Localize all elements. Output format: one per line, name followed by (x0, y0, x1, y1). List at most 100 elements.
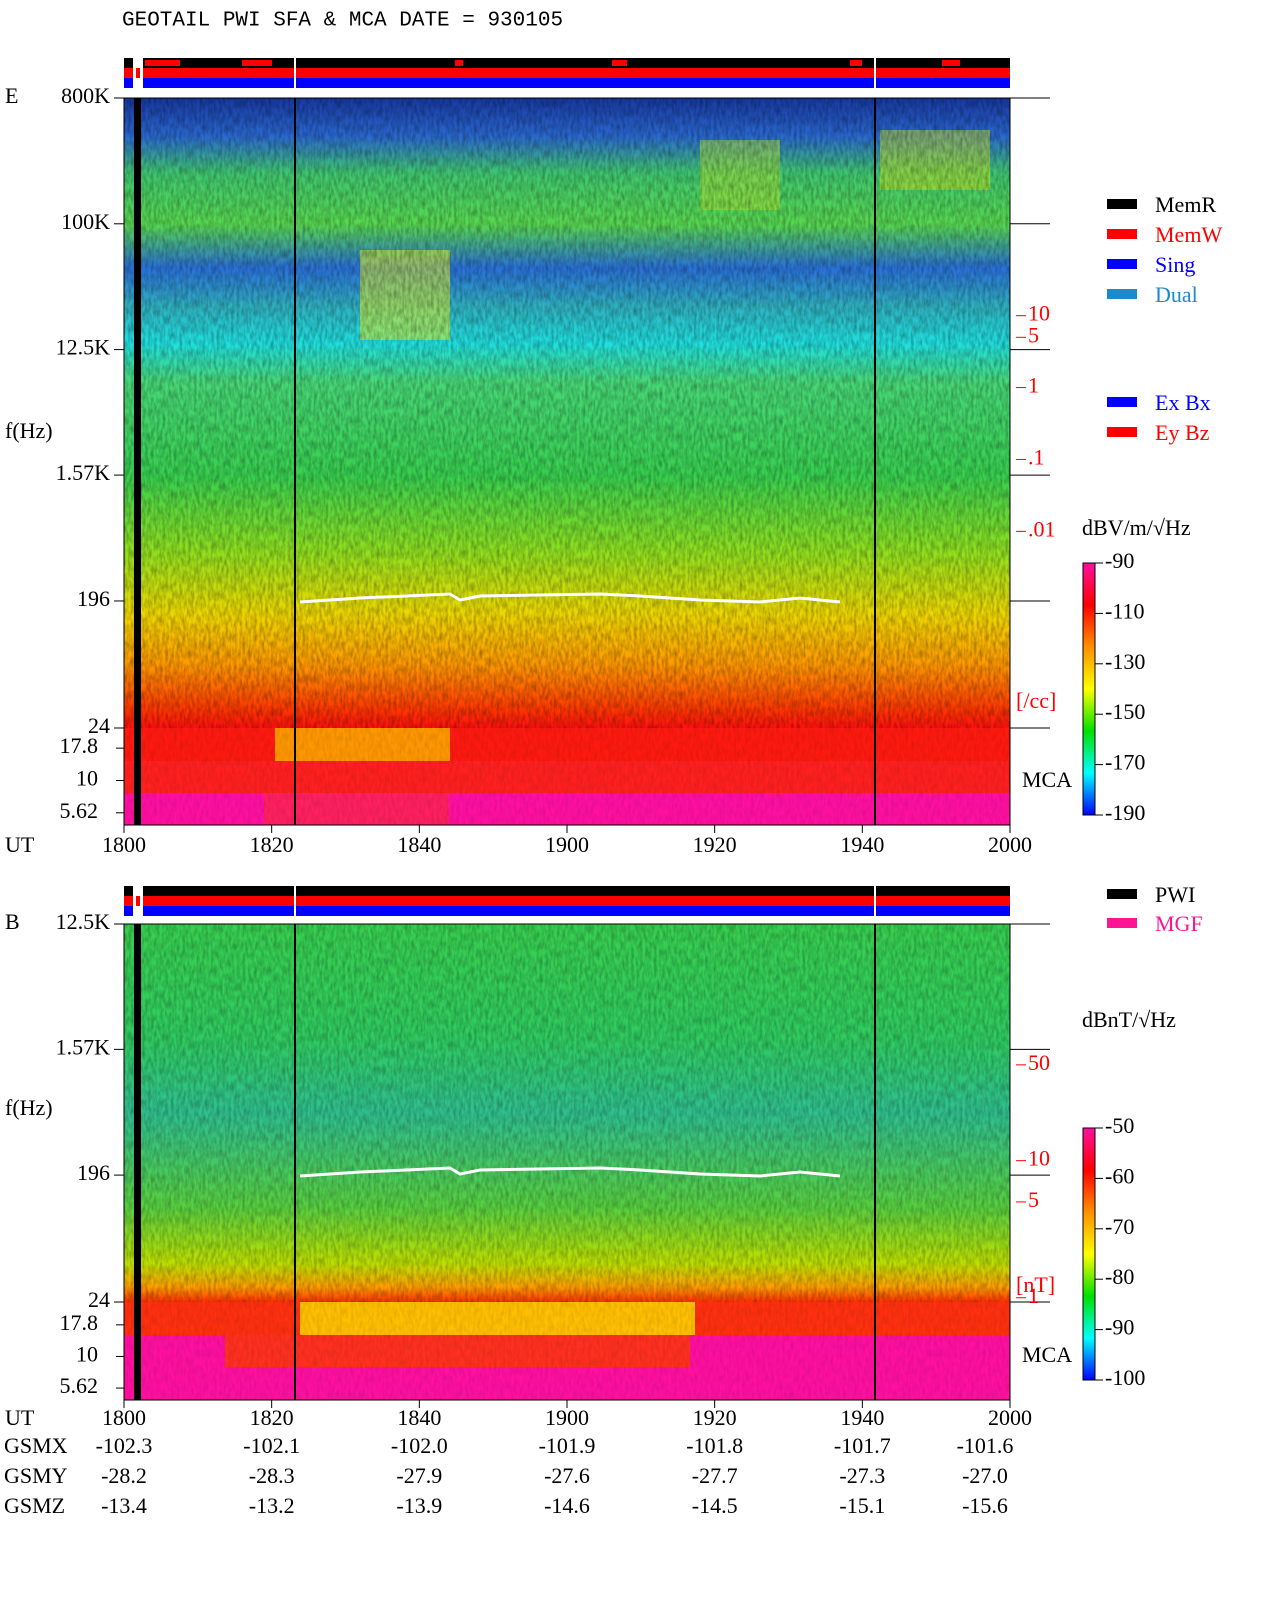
y2-tick-label: 1 (1028, 373, 1039, 398)
orbit-value: -101.9 (539, 1433, 596, 1458)
orbit-value: -102.0 (391, 1433, 448, 1458)
y2-unit: [nT] (1016, 1272, 1055, 1297)
colorbar-tick-label: -50 (1105, 1113, 1134, 1138)
orbit-value: -14.6 (544, 1493, 590, 1518)
orbit-value: -28.2 (101, 1463, 147, 1488)
mca-tick-label: 17.8 (60, 1310, 99, 1335)
x-tick-label: 1900 (545, 832, 589, 857)
mca-tick-label: 10 (76, 766, 98, 791)
orbit-label: GSMY (4, 1463, 68, 1488)
orbit-value: -13.2 (249, 1493, 295, 1518)
mca-tick-label: 17.8 (60, 733, 99, 758)
orbit-value: -102.3 (96, 1433, 153, 1458)
y2-tick-label: 5 (1028, 322, 1039, 347)
legend-swatch (1107, 199, 1137, 209)
y-tick-label: 100K (61, 209, 110, 234)
colorbar (1082, 562, 1096, 816)
y2-tick-label: .1 (1028, 445, 1045, 470)
y2-tick-label: 50 (1028, 1050, 1050, 1075)
y2-tick-label: 1 (1028, 1283, 1039, 1308)
legend-label: Ey Bz (1155, 420, 1210, 445)
spectrogram-e (124, 98, 1010, 825)
x-tick-label: 1820 (250, 832, 294, 857)
colorbar (1082, 1127, 1096, 1381)
colorbar-tick-label: -110 (1105, 598, 1145, 623)
colorbar-tick-label: -170 (1105, 750, 1145, 775)
x-tick-label: 1900 (545, 1405, 589, 1430)
spectrogram-b (124, 924, 1010, 1400)
colorbar-tick-label: -70 (1105, 1214, 1134, 1239)
y2-tick-label: 5 (1028, 1187, 1039, 1212)
orbit-value: -13.9 (396, 1493, 442, 1518)
panel-label: E (5, 83, 18, 108)
y-tick-label: 24 (88, 713, 110, 738)
y2-tick-label: 10 (1028, 301, 1050, 326)
x-tick-label: 1800 (102, 832, 146, 857)
orbit-value: -101.8 (686, 1433, 743, 1458)
legend-swatch (1107, 427, 1137, 437)
colorbar-tick-label: -60 (1105, 1163, 1134, 1188)
x-tick-label: 1840 (397, 832, 441, 857)
colorbar-tick-label: -130 (1105, 649, 1145, 674)
orbit-value: -102.1 (243, 1433, 300, 1458)
legend-swatch (1107, 289, 1137, 299)
status-bars (124, 58, 1010, 916)
title: GEOTAIL PWI SFA & MCA DATE = 930105 (122, 10, 563, 33)
orbit-value: -27.9 (396, 1463, 442, 1488)
legend-swatch (1107, 918, 1137, 928)
legend-label: MemR (1155, 192, 1216, 217)
colorbar-tick-label: -190 (1105, 800, 1145, 825)
legend-label: MGF (1155, 911, 1203, 936)
colorbar-label: dBnT/√Hz (1082, 1007, 1176, 1032)
y2-tick-label: 10 (1028, 1146, 1050, 1171)
orbit-value: -15.1 (839, 1493, 885, 1518)
y-tick-label: 196 (77, 586, 110, 611)
x-tick-label: 1840 (397, 1405, 441, 1430)
colorbar-tick-label: -80 (1105, 1264, 1134, 1289)
y-tick-label: 24 (88, 1287, 110, 1312)
x-tick-label: 1940 (840, 832, 884, 857)
orbit-value: -27.3 (839, 1463, 885, 1488)
colorbar-tick-label: -100 (1105, 1365, 1145, 1390)
x-axis-label: UT (5, 832, 35, 857)
y-tick-label: 1.57K (56, 460, 111, 485)
x-tick-label: 1940 (840, 1405, 884, 1430)
panel-label: B (5, 909, 20, 934)
orbit-value: -13.4 (101, 1493, 147, 1518)
x-tick-label: 1820 (250, 1405, 294, 1430)
legend-label: Dual (1155, 282, 1198, 307)
legend-swatch (1107, 229, 1137, 239)
x-tick-label: 1800 (102, 1405, 146, 1430)
legend-label: PWI (1155, 882, 1195, 907)
legend-label: MemW (1155, 222, 1222, 247)
orbit-value: -14.5 (692, 1493, 738, 1518)
orbit-label: GSMZ (4, 1493, 65, 1518)
y-tick-label: 12.5K (56, 909, 111, 934)
orbit-value: -15.6 (962, 1493, 1008, 1518)
colorbar-tick-label: -90 (1105, 548, 1134, 573)
orbit-value: -28.3 (249, 1463, 295, 1488)
x-tick-label: 2000 (988, 832, 1032, 857)
orbit-value: -101.6 (957, 1433, 1014, 1458)
mca-tick-label: 10 (76, 1342, 98, 1367)
mca-tick-label: 5.62 (60, 1373, 99, 1398)
colorbar-tick-label: -90 (1105, 1315, 1134, 1340)
mca-label: MCA (1022, 1342, 1072, 1367)
colorbar-label: dBV/m/√Hz (1082, 515, 1191, 540)
orbit-label: GSMX (4, 1433, 68, 1458)
legend-swatch (1107, 397, 1137, 407)
x-axis-label: UT (5, 1405, 35, 1430)
colorbar-tick-label: -150 (1105, 699, 1145, 724)
legend-label: Sing (1155, 252, 1195, 277)
x-tick-label: 1920 (693, 832, 737, 857)
y-tick-label: 12.5K (56, 335, 111, 360)
orbit-value: -27.0 (962, 1463, 1008, 1488)
x-tick-label: 1920 (693, 1405, 737, 1430)
y-tick-label: 800K (61, 83, 110, 108)
y2-tick-label: .01 (1028, 516, 1056, 541)
y-tick-label: 196 (77, 1160, 110, 1185)
x-tick-label: 2000 (988, 1405, 1032, 1430)
y-axis-label: f(Hz) (5, 418, 53, 443)
